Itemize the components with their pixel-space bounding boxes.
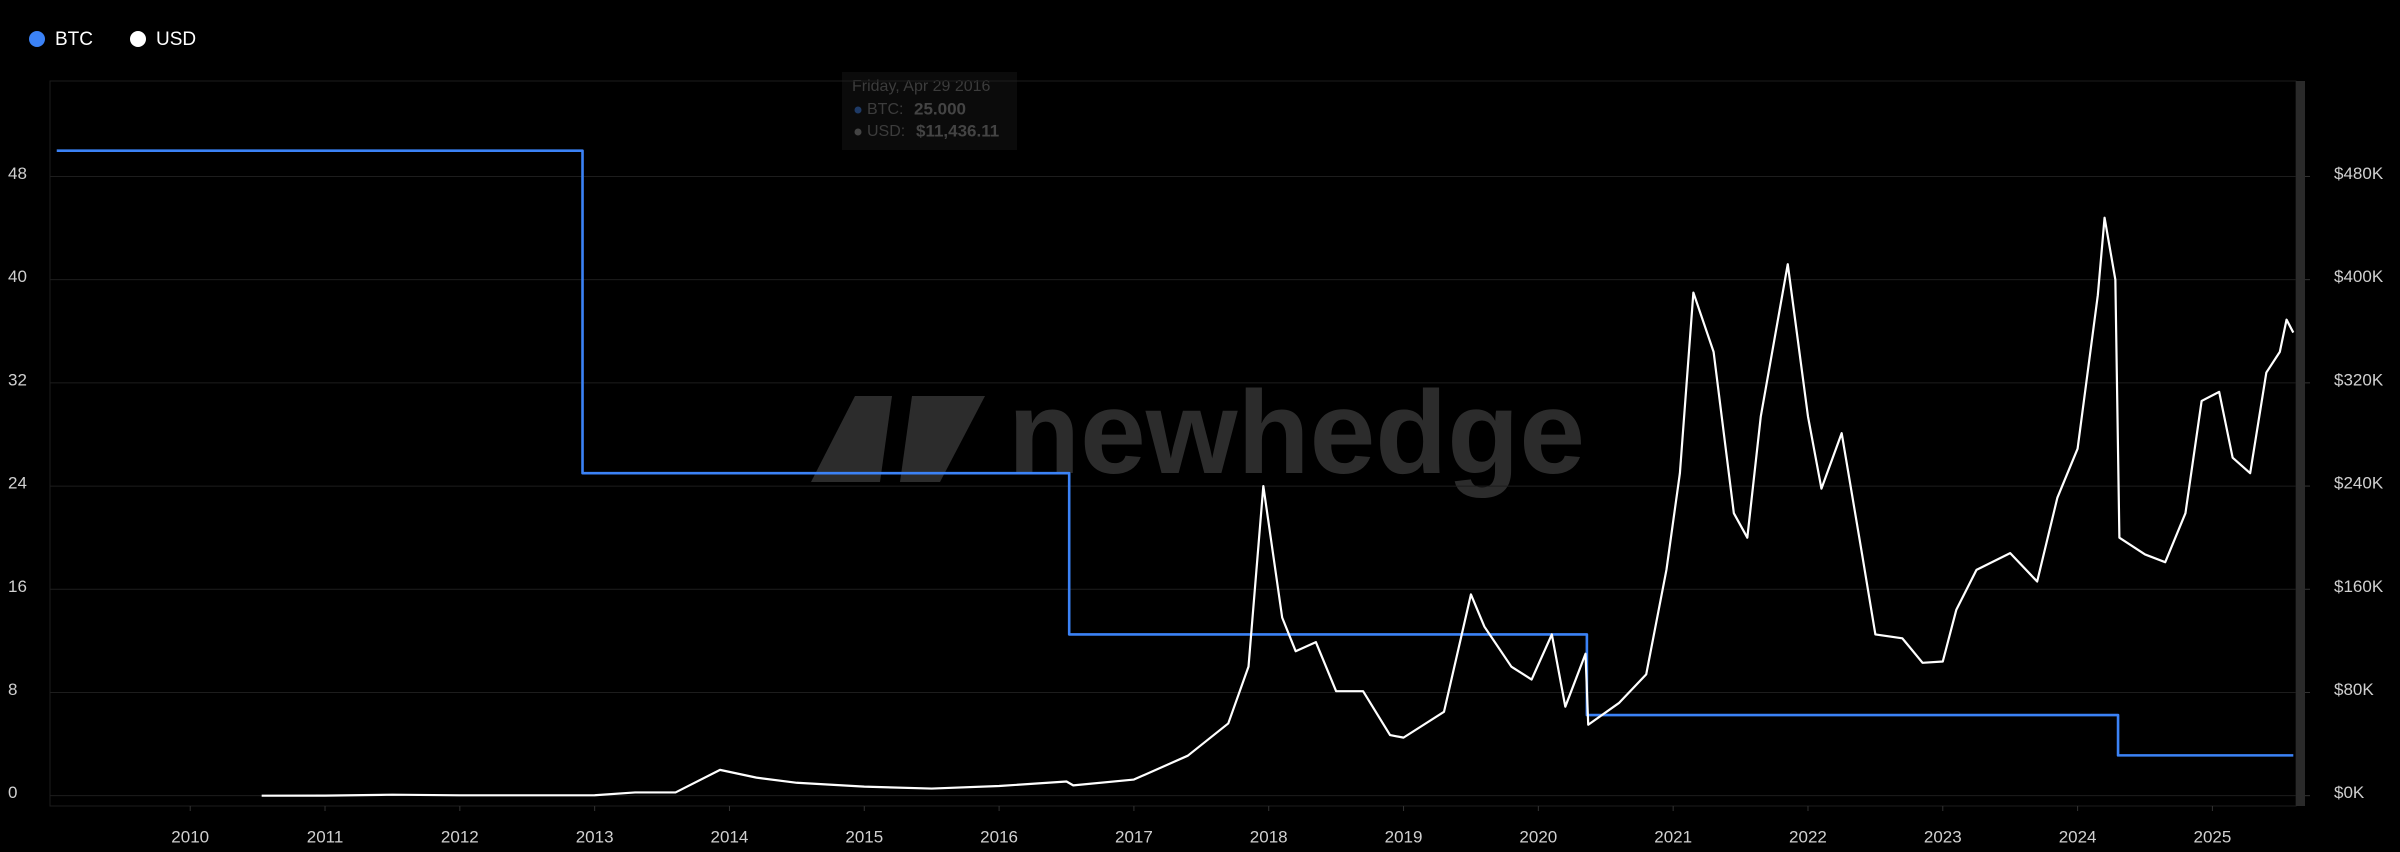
y2-tick-label: $480K <box>2334 164 2384 183</box>
y2-tick-label: $0K <box>2334 783 2365 802</box>
legend-label: USD <box>156 29 196 50</box>
x-tick-label: 2020 <box>1519 827 1557 846</box>
y-tick-label: 48 <box>8 164 27 183</box>
y2-tick-label: $80K <box>2334 680 2374 699</box>
series-line <box>56 149 2294 757</box>
x-tick-label: 2011 <box>307 827 344 846</box>
x-tick-label: 2015 <box>845 827 883 846</box>
tooltip-dot <box>854 106 862 114</box>
tooltip-box <box>842 72 1017 150</box>
tooltip-value: 25.000 <box>914 99 966 118</box>
x-tick-label: 2022 <box>1789 827 1827 846</box>
y2-tick-label: $160K <box>2334 577 2384 596</box>
x-tick-label: 2016 <box>980 827 1018 846</box>
x-tick-label: 2024 <box>2059 827 2097 846</box>
legend-marker <box>29 31 45 47</box>
x-tick-label: 2023 <box>1924 827 1962 846</box>
y-tick-label: 40 <box>8 267 27 286</box>
x-tick-label: 2018 <box>1250 827 1288 846</box>
y-tick-label: 16 <box>8 577 27 596</box>
watermark-text: newhedge <box>1008 367 1585 499</box>
x-tick-label: 2012 <box>441 827 479 846</box>
y2-tick-label: $320K <box>2334 370 2384 389</box>
y-tick-label: 32 <box>8 370 27 389</box>
x-tick-label: 2021 <box>1654 827 1692 846</box>
tooltip-label: BTC: <box>867 101 903 118</box>
x-tick-label: 2010 <box>171 827 209 846</box>
legend-label: BTC <box>55 29 93 50</box>
logo-shape <box>811 396 892 482</box>
series-line <box>261 216 2295 797</box>
x-tick-label: 2017 <box>1115 827 1153 846</box>
y-tick-label: 8 <box>8 680 17 699</box>
y-tick-label: 24 <box>8 474 27 493</box>
y2-tick-label: $240K <box>2334 474 2384 493</box>
tooltip-value: $11,436.11 <box>916 121 999 140</box>
tooltip-dot <box>854 128 862 136</box>
logo-shape <box>900 396 985 482</box>
legend-marker <box>130 31 146 47</box>
y-tick-label: 0 <box>8 783 17 802</box>
tooltip-label: USD: <box>867 123 905 140</box>
watermark-logo <box>811 396 985 482</box>
scroll-bar <box>2296 81 2305 806</box>
x-tick-label: 2025 <box>2194 827 2232 846</box>
x-tick-label: 2019 <box>1385 827 1423 846</box>
y2-tick-label: $400K <box>2334 267 2384 286</box>
tooltip-date: Friday, Apr 29 2016 <box>852 78 991 95</box>
x-tick-label: 2013 <box>576 827 614 846</box>
x-tick-label: 2014 <box>711 827 749 846</box>
